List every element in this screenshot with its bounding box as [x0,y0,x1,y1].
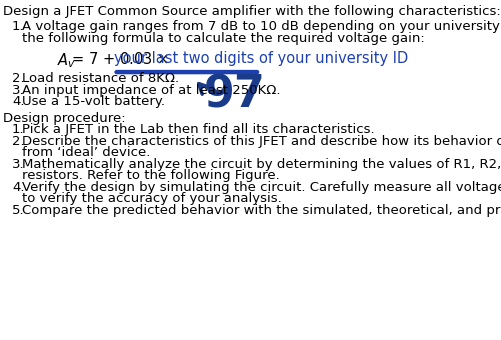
Text: Compare the predicted behavior with the simulated, theoretical, and practical re: Compare the predicted behavior with the … [22,204,501,217]
Text: Design a JFET Common Source amplifier with the following characteristics:: Design a JFET Common Source amplifier wi… [3,5,501,18]
Text: = 7 + 0.03 $\times$: = 7 + 0.03 $\times$ [67,51,175,67]
Text: your last two digits of your university ID: your last two digits of your university … [114,51,408,66]
Text: 2.: 2. [12,72,25,85]
Text: 1.: 1. [12,20,25,33]
Text: Verify the design by simulating the circuit. Carefully measure all voltages and : Verify the design by simulating the circ… [22,181,501,194]
Text: 4.: 4. [12,95,25,108]
Text: $A_v$: $A_v$ [57,51,76,70]
Text: 5.: 5. [12,204,25,217]
Text: 3.: 3. [12,84,25,97]
Text: An input impedance of at least 250KΩ.: An input impedance of at least 250KΩ. [22,84,280,97]
Text: 3.: 3. [12,158,25,171]
Text: Design procedure:: Design procedure: [3,112,126,124]
Text: from ‘ideal’ device.: from ‘ideal’ device. [22,146,150,159]
Text: the following formula to calculate the required voltage gain:: the following formula to calculate the r… [22,32,424,45]
Text: Describe the characteristics of this JFET and describe how its behavior differs : Describe the characteristics of this JFE… [22,135,501,148]
Text: 97: 97 [204,73,266,116]
Text: Pick a JFET in the Lab then find all its characteristics.: Pick a JFET in the Lab then find all its… [22,123,374,136]
Text: Load resistance of 8KΩ.: Load resistance of 8KΩ. [22,72,179,85]
Text: Use a 15-volt battery.: Use a 15-volt battery. [22,95,165,108]
Text: resistors. Refer to the following Figure.: resistors. Refer to the following Figure… [22,169,280,182]
Text: to verify the accuracy of your analysis.: to verify the accuracy of your analysis. [22,192,282,205]
Text: 2.: 2. [12,135,25,148]
Text: 4.: 4. [12,181,25,194]
Text: A voltage gain ranges from 7 dB to 10 dB depending on your university ID. Please: A voltage gain ranges from 7 dB to 10 dB… [22,20,501,33]
Text: 1.: 1. [12,123,25,136]
Text: Mathematically analyze the circuit by determining the values of R1, R2, RD, and : Mathematically analyze the circuit by de… [22,158,501,171]
